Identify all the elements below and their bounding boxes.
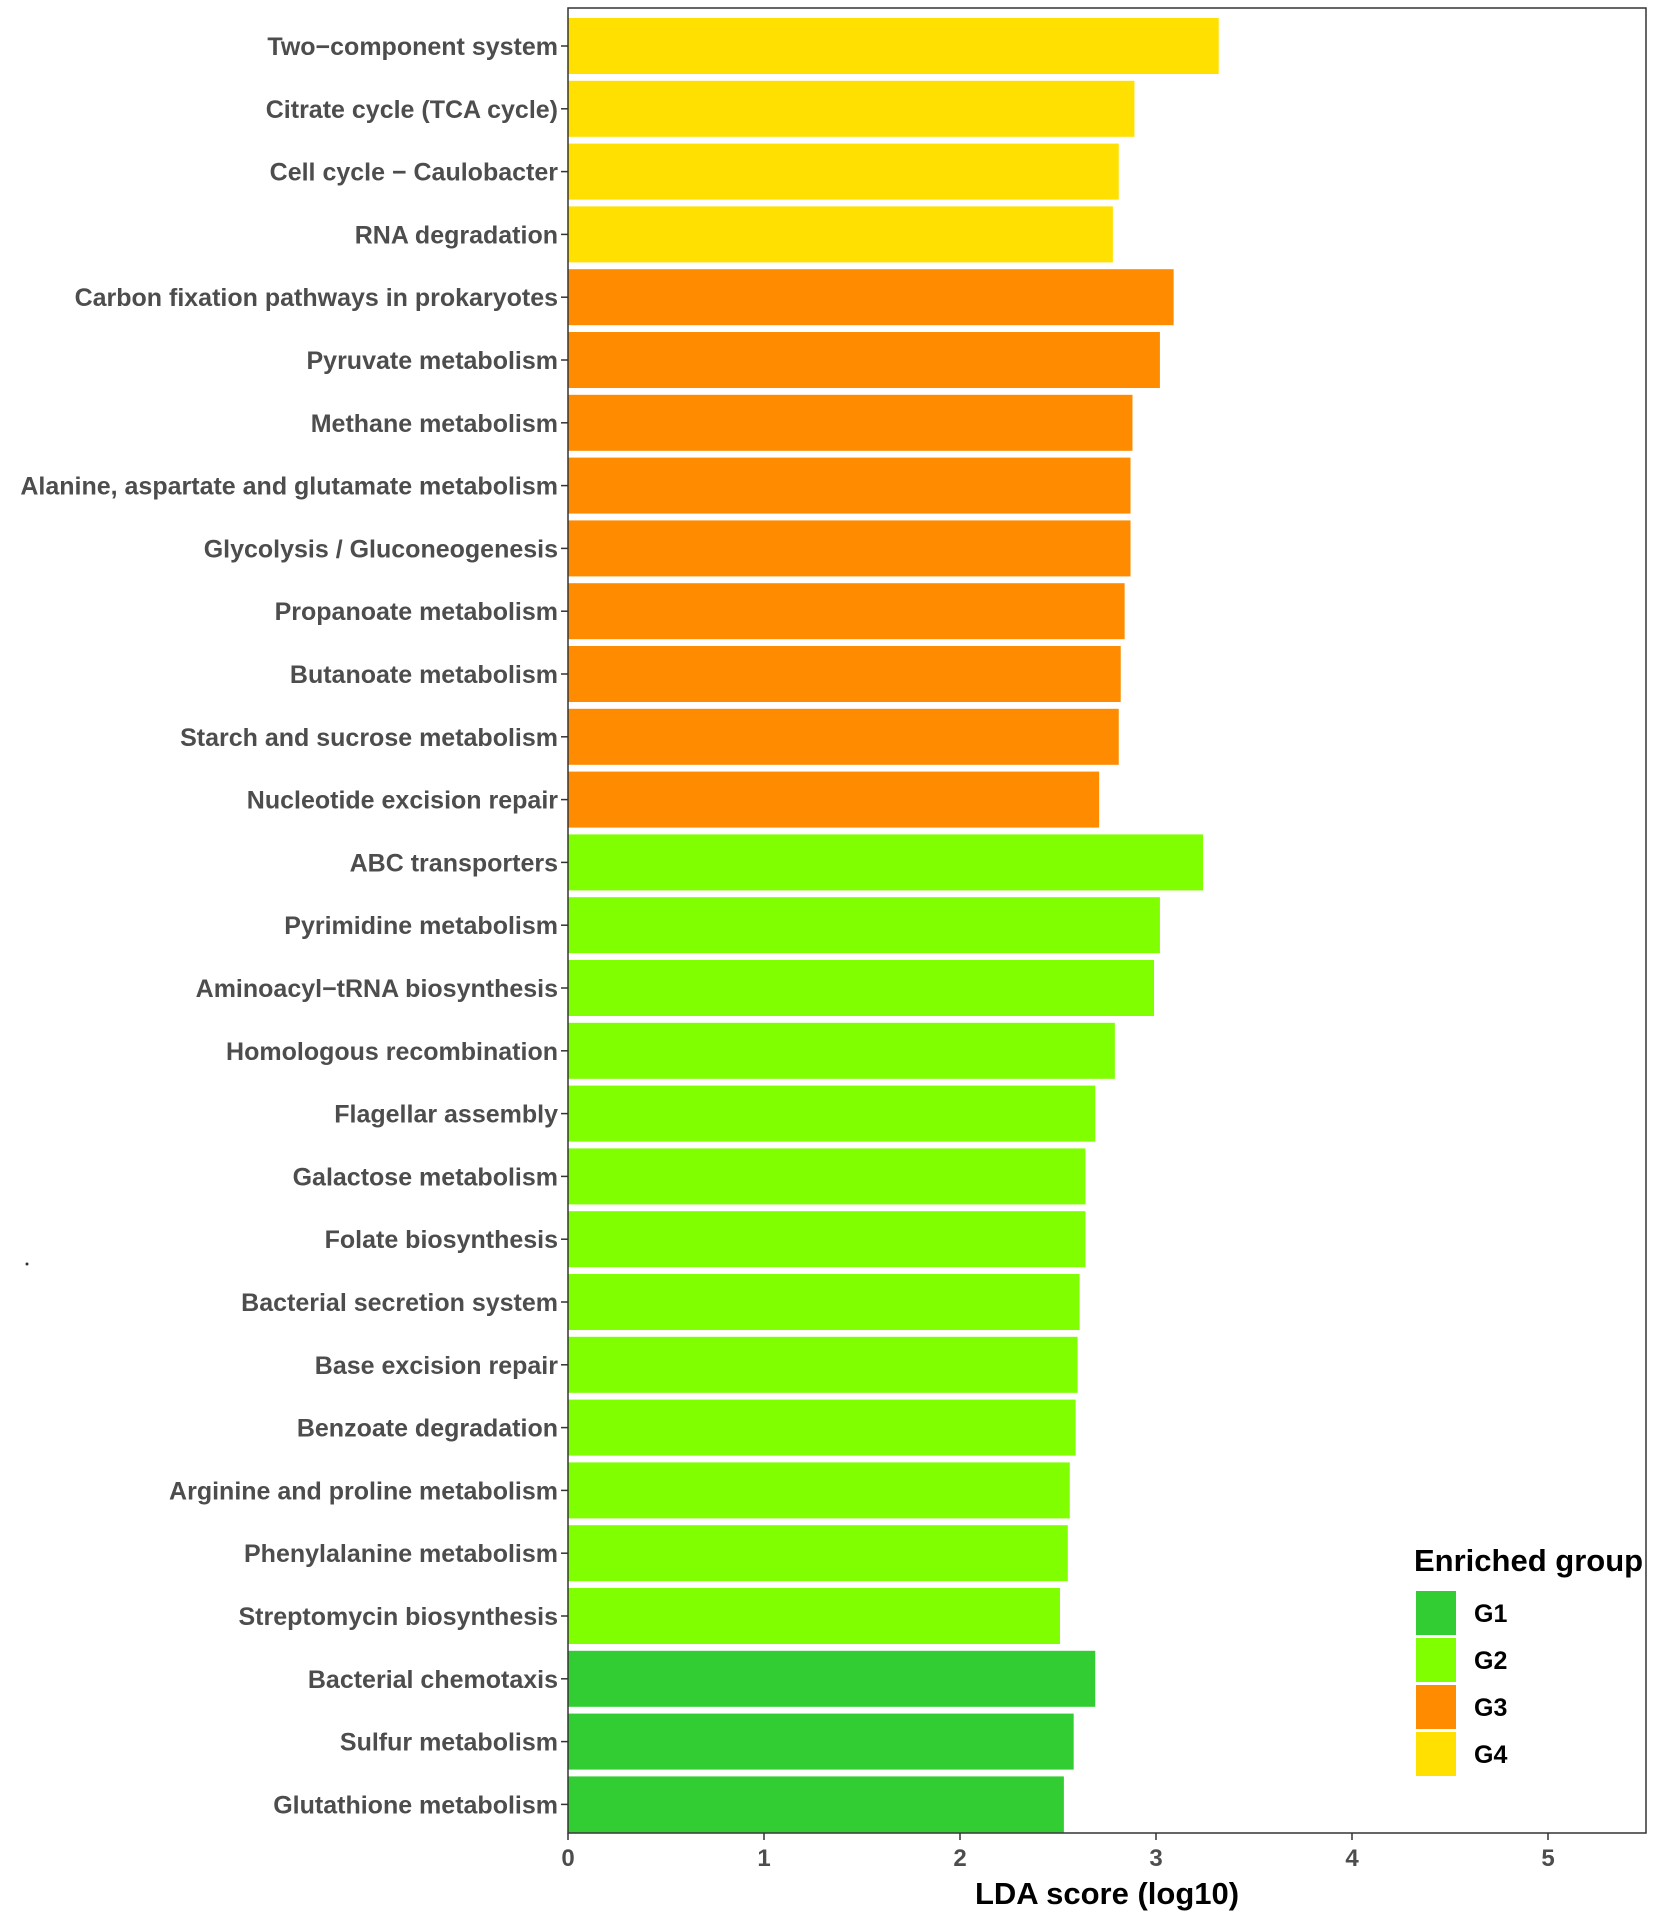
y-tick-label: Butanoate metabolism <box>290 661 558 689</box>
x-tick-label: 2 <box>953 1845 966 1872</box>
bar-18 <box>568 1148 1086 1205</box>
y-tick-label: Pyruvate metabolism <box>307 347 559 375</box>
bar-22 <box>568 1399 1076 1456</box>
y-tick-label: Streptomycin biosynthesis <box>238 1603 558 1631</box>
bar-7 <box>568 457 1131 514</box>
y-tick-label: Two−component system <box>267 33 558 61</box>
bar-26 <box>568 1650 1096 1707</box>
y-tick-label: Nucleotide excision repair <box>247 787 558 815</box>
y-tick-label: Propanoate metabolism <box>275 598 558 626</box>
bar-15 <box>568 960 1155 1016</box>
bar-2 <box>568 143 1119 200</box>
y-tick-label: Methane metabolism <box>311 410 558 438</box>
y-tick-label: Flagellar assembly <box>334 1101 558 1129</box>
bars-layer <box>568 18 1219 1833</box>
bar-3 <box>568 206 1113 263</box>
y-tick-label: Bacterial secretion system <box>241 1289 558 1317</box>
x-tick-label: 3 <box>1149 1845 1162 1872</box>
x-axis-title: LDA score (log10) <box>975 1876 1239 1911</box>
bar-12 <box>568 771 1100 828</box>
y-tick-label: Folate biosynthesis <box>325 1226 558 1254</box>
bar-1 <box>568 80 1135 137</box>
y-tick-label: Bacterial chemotaxis <box>308 1666 558 1694</box>
y-tick-label: Arginine and proline metabolism <box>169 1477 558 1505</box>
legend-swatch-g2 <box>1416 1638 1456 1682</box>
bar-6 <box>568 394 1133 451</box>
y-tick-label: Galactose metabolism <box>293 1163 558 1191</box>
bar-17 <box>568 1085 1096 1142</box>
x-tick-label: 5 <box>1541 1845 1554 1872</box>
legend-label-g1: G1 <box>1474 1600 1507 1628</box>
bar-8 <box>568 520 1131 577</box>
y-tick-label: Cell cycle − Caulobacter <box>270 159 559 187</box>
x-tick-label: 0 <box>561 1845 574 1872</box>
y-tick-label: Aminoacyl−tRNA biosynthesis <box>196 975 558 1003</box>
y-tick-label: Base excision repair <box>315 1352 558 1380</box>
legend-title: Enriched group <box>1414 1543 1643 1578</box>
y-tick-label: Glutathione metabolism <box>273 1791 558 1819</box>
panel-border <box>567 7 1647 1834</box>
legend: Enriched group G1 G2 G3 G4 <box>1414 1543 1643 1776</box>
legend-label-g2: G2 <box>1474 1647 1507 1675</box>
y-tick-label: ABC transporters <box>350 849 558 877</box>
y-axis: Two−component system Citrate cycle (TCA c… <box>20 33 568 1819</box>
bar-10 <box>568 646 1121 702</box>
bar-13 <box>568 834 1204 891</box>
x-tick-label: 4 <box>1345 1845 1359 1872</box>
bar-24 <box>568 1525 1068 1582</box>
y-tick-label: Homologous recombination <box>226 1038 558 1066</box>
legend-label-g4: G4 <box>1474 1741 1507 1769</box>
bar-19 <box>568 1211 1086 1268</box>
y-tick-label: Starch and sucrose metabolism <box>180 724 558 752</box>
bar-16 <box>568 1022 1115 1079</box>
bar-11 <box>568 708 1119 765</box>
bar-28 <box>568 1776 1064 1833</box>
bar-21 <box>568 1336 1078 1393</box>
y-tick-label: Glycolysis / Gluconeogenesis <box>204 535 558 563</box>
y-tick-label: Pyrimidine metabolism <box>284 912 558 940</box>
bar-0 <box>568 18 1219 74</box>
x-tick-label: 1 <box>757 1845 770 1872</box>
y-tick-label: RNA degradation <box>355 221 558 249</box>
bar-4 <box>568 269 1174 326</box>
bar-23 <box>568 1462 1070 1519</box>
bar-20 <box>568 1274 1080 1330</box>
legend-swatch-g3 <box>1416 1685 1456 1729</box>
legend-swatch-g4 <box>1416 1732 1456 1776</box>
bar-25 <box>568 1588 1060 1644</box>
legend-swatch-g1 <box>1416 1591 1456 1635</box>
bar-14 <box>568 897 1160 954</box>
y-tick-label: Alanine, aspartate and glutamate metabol… <box>20 473 558 501</box>
x-axis: 0 1 2 3 4 5 <box>561 1833 1555 1872</box>
bar-5 <box>568 332 1160 388</box>
y-tick-label: Sulfur metabolism <box>340 1729 558 1757</box>
y-tick-label: Phenylalanine metabolism <box>244 1540 558 1568</box>
bar-27 <box>568 1713 1074 1770</box>
y-tick-label: Carbon fixation pathways in prokaryotes <box>75 284 558 312</box>
bar-9 <box>568 583 1125 640</box>
legend-label-g3: G3 <box>1474 1694 1507 1722</box>
y-tick-label: Benzoate degradation <box>297 1415 558 1443</box>
stray-dot <box>25 1262 29 1266</box>
y-tick-label: Citrate cycle (TCA cycle) <box>266 96 558 124</box>
